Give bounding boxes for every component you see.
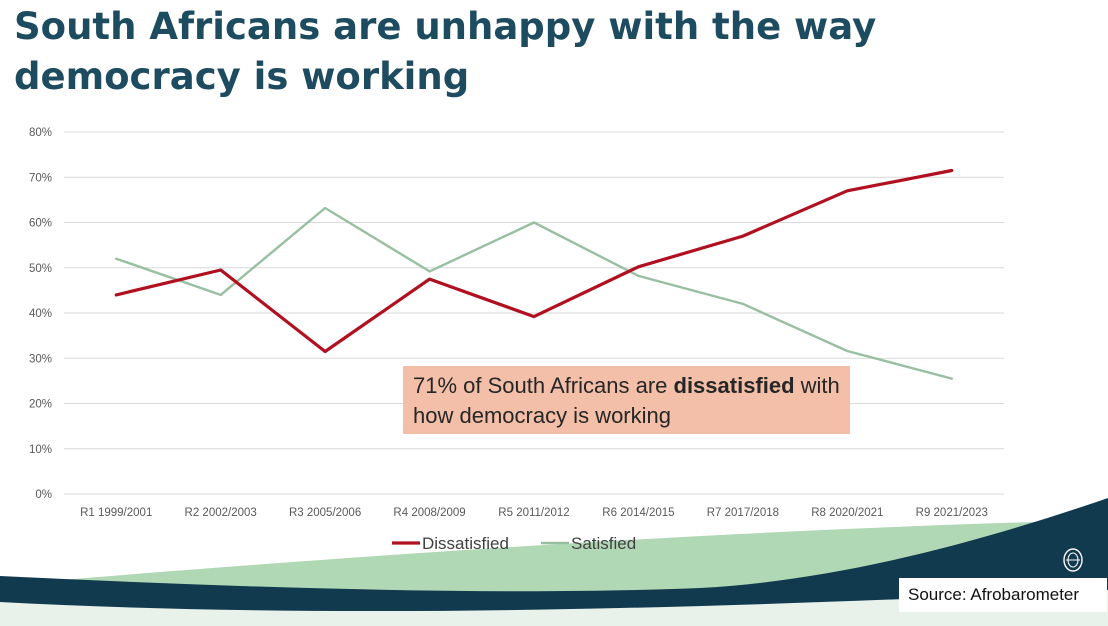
wave-dark (0, 498, 1108, 626)
y-tick-label: 70% (29, 172, 52, 184)
chart-legend: Dissatisfied Satisfied (392, 534, 636, 553)
y-tick-label: 40% (29, 308, 52, 320)
x-axis-ticks: R1 1999/2001 R2 2002/2003 R3 2005/2006 R4 2… (80, 507, 988, 519)
x-tick-label: R5 2011/2012 (498, 507, 569, 519)
decorative-waves (0, 498, 1108, 626)
legend-label-satisfied: Satisfied (571, 534, 636, 553)
afrobarometer-seal-icon (1063, 548, 1083, 572)
x-tick-label: R8 2020/2021 (811, 507, 883, 519)
x-tick-label: R2 2002/2003 (185, 507, 257, 519)
y-axis-ticks: 0% 10% 20% 30% 40% 50% 60% 70% 80% (29, 127, 52, 501)
y-tick-label: 0% (35, 489, 52, 501)
y-tick-label: 80% (29, 127, 52, 139)
x-tick-label: R3 2005/2006 (289, 507, 361, 519)
x-tick-label: R6 2014/2015 (602, 507, 674, 519)
x-tick-label: R7 2017/2018 (707, 507, 779, 519)
x-tick-label: R9 2021/2023 (916, 507, 988, 519)
y-tick-label: 30% (29, 353, 52, 365)
legend-label-dissatisfied: Dissatisfied (422, 534, 509, 553)
callout-box: 71% of South Africans are dissatisfied w… (403, 366, 850, 434)
series-line-dissatisfied (114, 168, 954, 354)
chart-series (114, 168, 954, 380)
wave-light (0, 590, 1108, 626)
callout-text-start: 71% of South Africans are (413, 373, 674, 398)
x-tick-label: R4 2008/2009 (393, 507, 465, 519)
callout-text-bold: dissatisfied (673, 373, 795, 398)
y-tick-label: 50% (29, 263, 52, 275)
x-tick-label: R1 1999/2001 (80, 507, 152, 519)
y-tick-label: 20% (29, 399, 52, 411)
callout-text-end: with how democracy is working (413, 373, 840, 428)
series-line-satisfied (114, 206, 953, 380)
y-tick-label: 10% (29, 444, 52, 456)
slide-title: South Africans are unhappy with the way … (14, 5, 877, 98)
source-label: Source: Afrobarometer (899, 578, 1107, 612)
y-tick-label: 60% (29, 218, 52, 230)
